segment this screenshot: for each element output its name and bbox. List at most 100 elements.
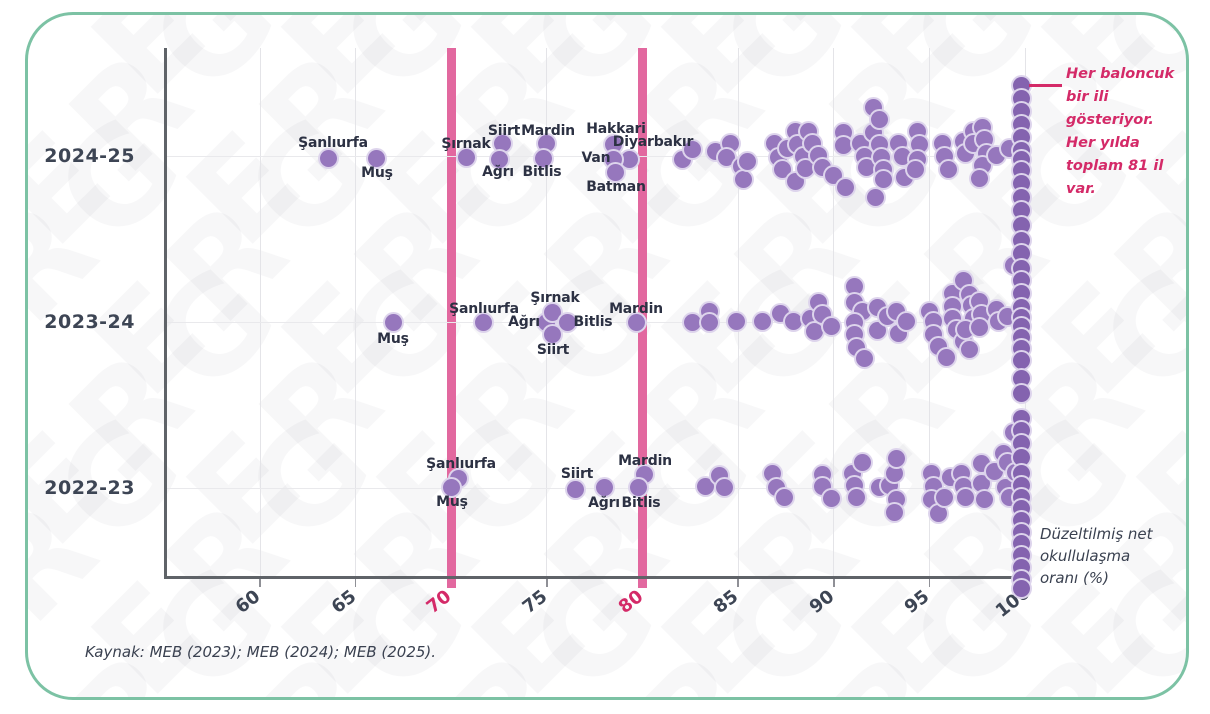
dot-2024-25-39 (909, 122, 927, 140)
dot-2023-24-40 (961, 340, 979, 358)
stack-dot-2024-25-10 (1012, 201, 1030, 219)
dot-2022-23-Bitlis (630, 478, 648, 496)
dot-2024-25-Van (605, 150, 623, 168)
dot-2023-24-46 (999, 307, 1017, 325)
dot-2023-24-Şırnak (544, 303, 562, 321)
stack-dot-2024-25-7 (1012, 161, 1030, 179)
highlight-band-70 (446, 48, 456, 588)
dot-2024-25-Ağrı (490, 150, 508, 168)
stack-dot-2023-24-3 (1012, 284, 1030, 302)
province-label-2024-25-Diyarbakır: Diyarbakır (612, 134, 694, 150)
x-tick-label-95: 95 (901, 586, 934, 618)
dot-2022-23-25 (953, 464, 971, 482)
dot-2023-24-11 (823, 317, 841, 335)
province-label-2022-23-Ağrı: Ağrı (588, 495, 620, 511)
dot-2022-23-8 (823, 489, 841, 507)
tick-95 (928, 579, 931, 587)
dot-2023-24-30 (943, 284, 961, 302)
caption-line-2: oranı (%) (1040, 569, 1109, 587)
stack-dot-2024-25-2 (1012, 102, 1030, 120)
province-label-2023-24-Şanlıurfa: Şanlıurfa (449, 301, 519, 317)
annotation-line-1: bir ili (1066, 89, 1109, 105)
dot-2024-25-53 (974, 156, 992, 174)
dot-2024-25-22 (834, 123, 852, 141)
dot-2023-24-0 (683, 313, 701, 331)
annotation-line-3: Her yılda (1066, 135, 1140, 151)
dot-2024-25-8 (765, 134, 783, 152)
dot-2022-23-Ağrı (595, 478, 613, 496)
stack-dot-2024-25-4 (1012, 128, 1030, 146)
dot-2023-24-8 (806, 322, 824, 340)
dot-2024-25-Diyarbakır (683, 140, 701, 158)
province-label-2024-25-Van: Van (581, 150, 611, 166)
dot-2022-23-12 (853, 453, 871, 471)
x-tick-label-75: 75 (518, 586, 552, 618)
province-label-2024-25-Mardin: Mardin (521, 123, 575, 139)
dot-2024-25-7 (739, 152, 757, 170)
dot-2024-25-27 (857, 158, 875, 176)
dot-2024-25-Mardin (538, 134, 556, 152)
stack-dot-2024-25-3 (1012, 115, 1030, 133)
dot-2022-23-Mardin (635, 465, 653, 483)
dot-2023-24-6 (785, 312, 803, 330)
dot-2024-25-35 (867, 188, 885, 206)
dot-2024-25-Hakkari (605, 135, 623, 153)
dot-2023-24-24 (897, 312, 915, 330)
annotation-line-5: var. (1066, 181, 1096, 197)
province-label-2024-25-Bitlis: Bitlis (522, 164, 562, 180)
gridline-x-65 (355, 48, 357, 576)
province-label-2024-25-Siirt: Siirt (487, 123, 521, 139)
gridline-x-60 (259, 48, 261, 576)
stack-dot-2024-25-0 (1012, 76, 1030, 94)
dot-2024-25-44 (936, 147, 954, 165)
dot-2023-24-Mardin (628, 313, 646, 331)
dot-2023-24-29 (938, 348, 956, 366)
dot-2024-25-45 (940, 160, 957, 178)
dot-2022-23-Siirt (567, 480, 585, 498)
dot-2023-24-41 (970, 292, 988, 310)
dot-2023-24-Siirt (544, 325, 562, 343)
dot-2023-24-43 (970, 318, 988, 336)
dot-2024-25-31 (871, 135, 889, 153)
province-label-2024-25-Şırnak: Şırnak (441, 136, 491, 152)
annotation-line-0: Her baloncuk (1066, 66, 1175, 82)
dot-2023-24-4 (754, 312, 772, 330)
dot-2024-25-6 (735, 170, 753, 188)
dot-2022-23-30 (976, 490, 994, 508)
dot-2023-24-35 (955, 271, 973, 289)
stack-dot-2022-23-2 (1012, 434, 1030, 452)
dot-2022-23-31 (985, 462, 1003, 480)
dot-2022-23-22 (930, 504, 948, 522)
x-tick-label-80: 80 (614, 586, 647, 618)
source-note: Kaynak: MEB (2023); MEB (2024); MEB (202… (85, 643, 437, 661)
dot-2023-24-12 (846, 277, 864, 295)
dot-2024-25-51 (976, 130, 994, 148)
gridline-row-2024-25 (166, 155, 1026, 157)
tick-90 (833, 579, 835, 587)
dot-2022-23-17 (888, 490, 906, 508)
annotation-note: Her baloncuk bir ili gösteriyor. Her yılda t… (1066, 63, 1186, 201)
province-label-2023-24-Siirt: Siirt (536, 342, 570, 358)
province-label-2022-23-Siirt: Siirt (560, 466, 594, 482)
dot-2022-23-27 (957, 488, 975, 506)
dot-2023-24-18 (855, 349, 873, 367)
dot-2023-24-16 (846, 325, 864, 343)
province-label-2022-23-Mardin: Mardin (618, 453, 672, 469)
caption-line-1: okullulaşma (1040, 547, 1131, 565)
dot-2024-25-Batman (607, 163, 625, 181)
dot-2024-25-55 (987, 146, 1005, 164)
dot-2022-23-28 (972, 454, 990, 472)
province-label-2024-25-Batman: Batman (586, 179, 646, 195)
gridline-row-2023-24 (166, 321, 1026, 323)
dot-2024-25-54 (970, 169, 988, 187)
x-tick-label-90: 90 (805, 586, 839, 618)
province-label-2024-25-Hakkari: Hakkari (586, 121, 646, 137)
dot-2024-25-4 (718, 148, 736, 166)
tick-75 (546, 579, 548, 587)
dot-2023-24-42 (972, 305, 990, 323)
province-label-2024-25-Şanlıurfa: Şanlıurfa (298, 135, 368, 151)
dot-2022-23-15 (886, 464, 904, 482)
dot-2024-25-36 (890, 134, 908, 152)
